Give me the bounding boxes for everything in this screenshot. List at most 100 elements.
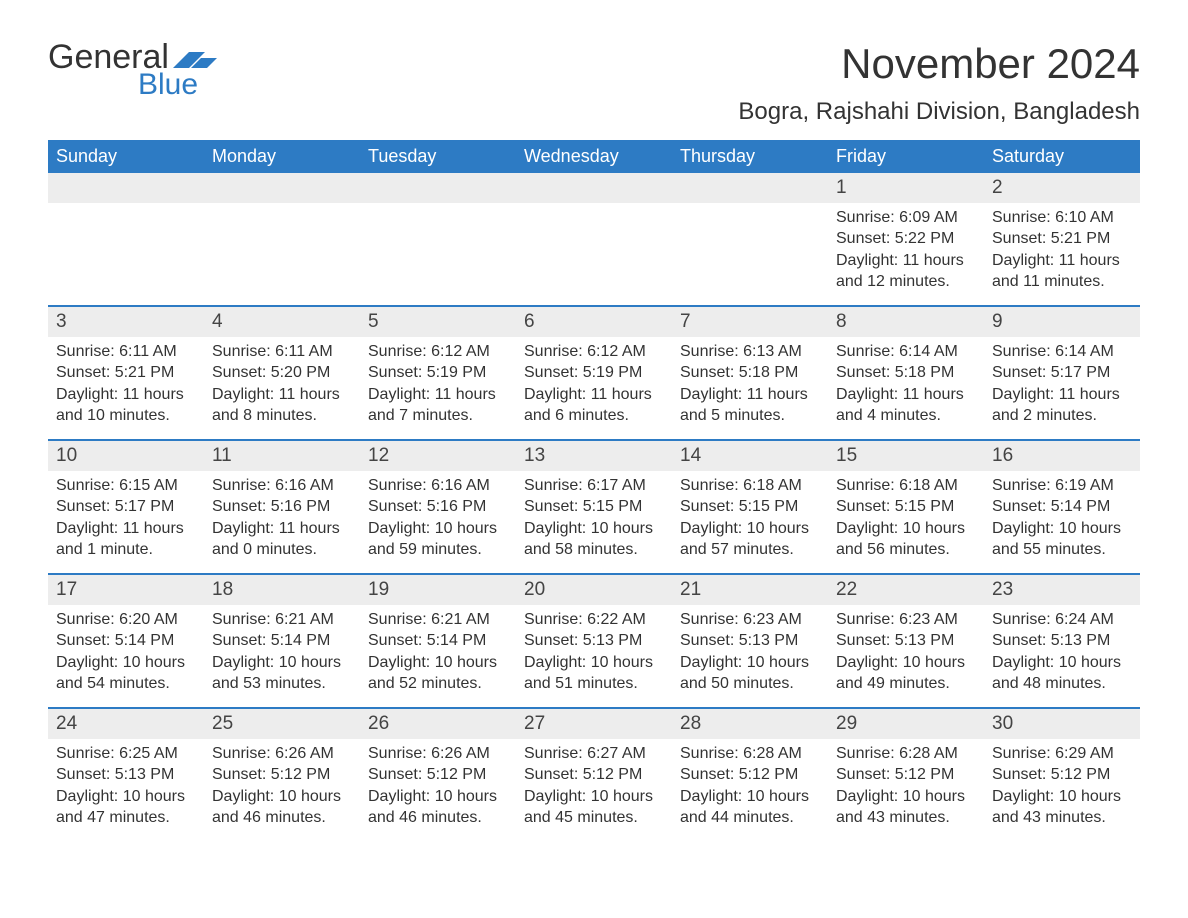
day-body: Sunrise: 6:28 AMSunset: 5:12 PMDaylight:… <box>828 743 984 829</box>
day-number: 11 <box>204 441 360 471</box>
day-cell: 24Sunrise: 6:25 AMSunset: 5:13 PMDayligh… <box>48 709 204 841</box>
daylight-text: Daylight: 11 hours and 10 minutes. <box>56 384 196 427</box>
day-cell: 8Sunrise: 6:14 AMSunset: 5:18 PMDaylight… <box>828 307 984 439</box>
day-cell <box>516 173 672 305</box>
daylight-text: Daylight: 10 hours and 43 minutes. <box>836 786 976 829</box>
daylight-text: Daylight: 10 hours and 46 minutes. <box>212 786 352 829</box>
daylight-text: Daylight: 10 hours and 51 minutes. <box>524 652 664 695</box>
sunset-text: Sunset: 5:14 PM <box>368 630 508 652</box>
day-number: 5 <box>360 307 516 337</box>
day-number: 7 <box>672 307 828 337</box>
sunrise-text: Sunrise: 6:12 AM <box>368 341 508 363</box>
day-body: Sunrise: 6:24 AMSunset: 5:13 PMDaylight:… <box>984 609 1140 695</box>
day-number: 17 <box>48 575 204 605</box>
day-body: Sunrise: 6:09 AMSunset: 5:22 PMDaylight:… <box>828 207 984 293</box>
daylight-text: Daylight: 11 hours and 11 minutes. <box>992 250 1132 293</box>
day-cell: 29 Sunrise: 6:28 AMSunset: 5:12 PMDayligh… <box>828 709 984 841</box>
day-number: 29 <box>828 709 984 739</box>
day-cell: 5 Sunrise: 6:12 AMSunset: 5:19 PMDaylight… <box>360 307 516 439</box>
daylight-text: Daylight: 10 hours and 43 minutes. <box>992 786 1132 829</box>
day-body: Sunrise: 6:28 AMSunset: 5:12 PMDaylight:… <box>672 743 828 829</box>
day-cell <box>672 173 828 305</box>
sunrise-text: Sunrise: 6:15 AM <box>56 475 196 497</box>
day-cell: 13Sunrise: 6:17 AMSunset: 5:15 PMDayligh… <box>516 441 672 573</box>
day-cell <box>360 173 516 305</box>
day-number: 28 <box>672 709 828 739</box>
day-number <box>48 173 204 203</box>
day-cell: 17Sunrise: 6:20 AMSunset: 5:14 PMDayligh… <box>48 575 204 707</box>
day-number: 1 <box>828 173 984 203</box>
sunrise-text: Sunrise: 6:18 AM <box>680 475 820 497</box>
sunset-text: Sunset: 5:19 PM <box>368 362 508 384</box>
sunrise-text: Sunrise: 6:23 AM <box>836 609 976 631</box>
sunrise-text: Sunrise: 6:28 AM <box>836 743 976 765</box>
sunset-text: Sunset: 5:13 PM <box>680 630 820 652</box>
day-number: 16 <box>984 441 1140 471</box>
sunset-text: Sunset: 5:12 PM <box>524 764 664 786</box>
sunset-text: Sunset: 5:15 PM <box>836 496 976 518</box>
title-block: November 2024 Bogra, Rajshahi Division, … <box>738 40 1140 134</box>
day-body: Sunrise: 6:14 AMSunset: 5:17 PMDaylight:… <box>984 341 1140 427</box>
sunrise-text: Sunrise: 6:28 AM <box>680 743 820 765</box>
page-header: General Blue November 2024 Bogra, Rajsha… <box>48 40 1140 134</box>
day-number <box>516 173 672 203</box>
day-number: 27 <box>516 709 672 739</box>
day-number: 24 <box>48 709 204 739</box>
day-cell: 28 Sunrise: 6:28 AMSunset: 5:12 PMDayligh… <box>672 709 828 841</box>
day-cell: 2 Sunrise: 6:10 AMSunset: 5:21 PMDaylight… <box>984 173 1140 305</box>
day-number: 30 <box>984 709 1140 739</box>
daylight-text: Daylight: 10 hours and 56 minutes. <box>836 518 976 561</box>
daylight-text: Daylight: 10 hours and 52 minutes. <box>368 652 508 695</box>
sunset-text: Sunset: 5:16 PM <box>212 496 352 518</box>
weekday-header: Thursday <box>672 140 828 173</box>
sunrise-text: Sunrise: 6:21 AM <box>368 609 508 631</box>
day-cell: 27 Sunrise: 6:27 AMSunset: 5:12 PMDayligh… <box>516 709 672 841</box>
day-number: 2 <box>984 173 1140 203</box>
weekday-header: Wednesday <box>516 140 672 173</box>
week-row: 3Sunrise: 6:11 AMSunset: 5:21 PMDaylight… <box>48 305 1140 439</box>
day-cell <box>48 173 204 305</box>
weekday-header: Monday <box>204 140 360 173</box>
sunset-text: Sunset: 5:12 PM <box>836 764 976 786</box>
day-body: Sunrise: 6:16 AMSunset: 5:16 PMDaylight:… <box>204 475 360 561</box>
day-cell: 7 Sunrise: 6:13 AMSunset: 5:18 PMDaylight… <box>672 307 828 439</box>
daylight-text: Daylight: 10 hours and 49 minutes. <box>836 652 976 695</box>
day-number: 12 <box>360 441 516 471</box>
sunset-text: Sunset: 5:21 PM <box>992 228 1132 250</box>
daylight-text: Daylight: 10 hours and 55 minutes. <box>992 518 1132 561</box>
day-cell: 18Sunrise: 6:21 AMSunset: 5:14 PMDayligh… <box>204 575 360 707</box>
day-number <box>360 173 516 203</box>
sunset-text: Sunset: 5:13 PM <box>836 630 976 652</box>
sunrise-text: Sunrise: 6:10 AM <box>992 207 1132 229</box>
sunrise-text: Sunrise: 6:16 AM <box>212 475 352 497</box>
logo-text-blue: Blue <box>138 70 217 100</box>
day-cell <box>204 173 360 305</box>
day-body: Sunrise: 6:26 AMSunset: 5:12 PMDaylight:… <box>360 743 516 829</box>
sunrise-text: Sunrise: 6:11 AM <box>56 341 196 363</box>
sunset-text: Sunset: 5:14 PM <box>56 630 196 652</box>
day-body: Sunrise: 6:26 AMSunset: 5:12 PMDaylight:… <box>204 743 360 829</box>
day-body: Sunrise: 6:12 AMSunset: 5:19 PMDaylight:… <box>516 341 672 427</box>
day-number: 4 <box>204 307 360 337</box>
sunrise-text: Sunrise: 6:26 AM <box>212 743 352 765</box>
day-body: Sunrise: 6:27 AMSunset: 5:12 PMDaylight:… <box>516 743 672 829</box>
day-body: Sunrise: 6:12 AMSunset: 5:19 PMDaylight:… <box>360 341 516 427</box>
sunrise-text: Sunrise: 6:23 AM <box>680 609 820 631</box>
daylight-text: Daylight: 11 hours and 8 minutes. <box>212 384 352 427</box>
day-body: Sunrise: 6:16 AMSunset: 5:16 PMDaylight:… <box>360 475 516 561</box>
day-number <box>672 173 828 203</box>
sunset-text: Sunset: 5:19 PM <box>524 362 664 384</box>
sunrise-text: Sunrise: 6:25 AM <box>56 743 196 765</box>
day-cell: 22Sunrise: 6:23 AMSunset: 5:13 PMDayligh… <box>828 575 984 707</box>
sunset-text: Sunset: 5:15 PM <box>680 496 820 518</box>
day-cell: 16Sunrise: 6:19 AMSunset: 5:14 PMDayligh… <box>984 441 1140 573</box>
day-number: 14 <box>672 441 828 471</box>
day-body: Sunrise: 6:11 AMSunset: 5:21 PMDaylight:… <box>48 341 204 427</box>
day-cell: 15Sunrise: 6:18 AMSunset: 5:15 PMDayligh… <box>828 441 984 573</box>
sunrise-text: Sunrise: 6:22 AM <box>524 609 664 631</box>
day-body: Sunrise: 6:13 AMSunset: 5:18 PMDaylight:… <box>672 341 828 427</box>
calendar: Sunday Monday Tuesday Wednesday Thursday… <box>48 140 1140 841</box>
sunrise-text: Sunrise: 6:17 AM <box>524 475 664 497</box>
daylight-text: Daylight: 10 hours and 53 minutes. <box>212 652 352 695</box>
daylight-text: Daylight: 10 hours and 45 minutes. <box>524 786 664 829</box>
